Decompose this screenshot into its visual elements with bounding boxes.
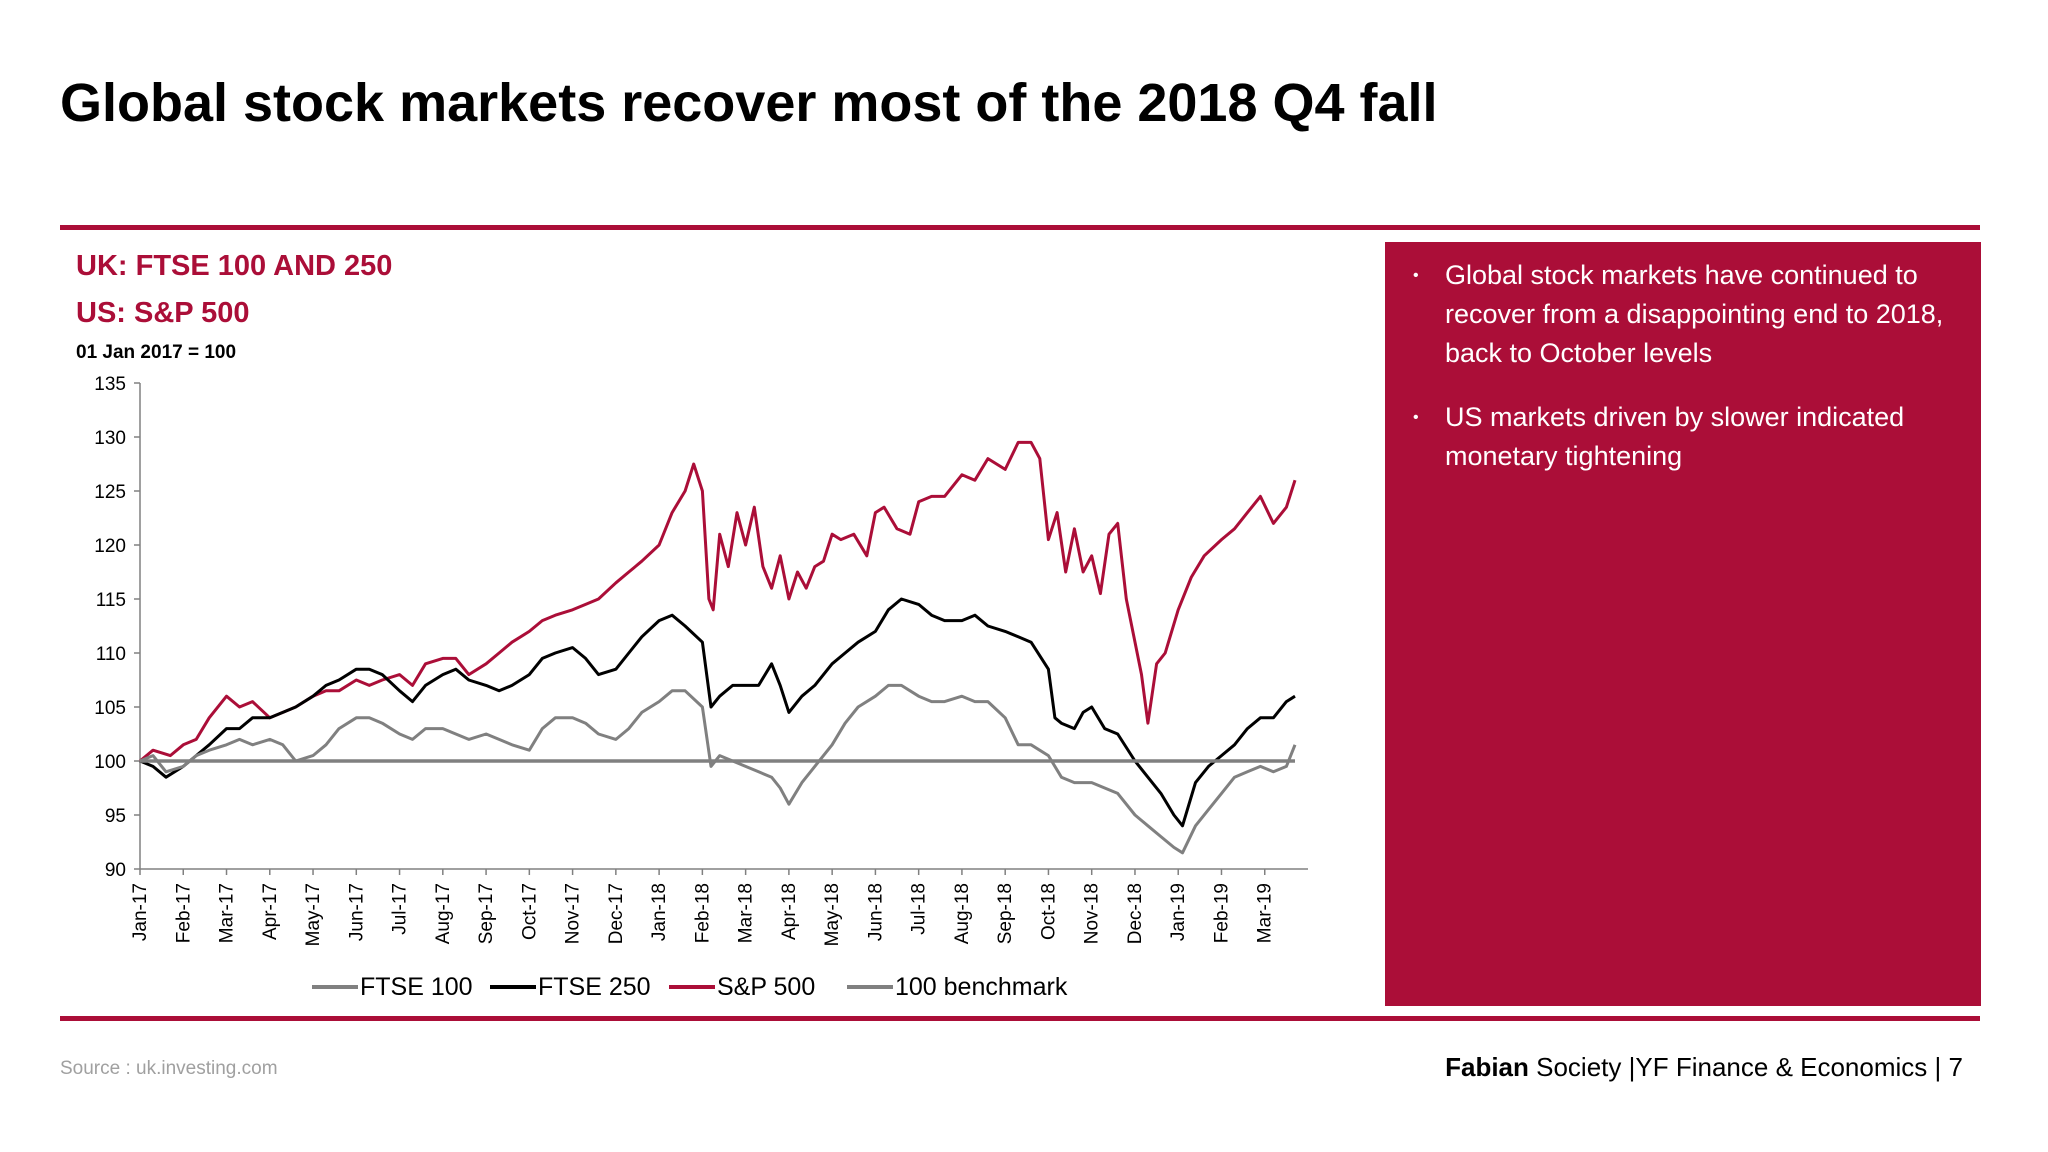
commentary-bullet: • Global stock markets have continued to… — [1413, 256, 1953, 373]
x-tick-label: Dec-17 — [606, 883, 627, 944]
commentary-bullet: • US markets driven by slower indicated … — [1413, 398, 1953, 476]
y-tick-label: 125 — [94, 482, 126, 503]
y-tick-label: 100 — [94, 752, 126, 773]
x-tick-label: Jan-18 — [649, 883, 670, 941]
commentary-text: Global stock markets have continued to r… — [1445, 260, 1944, 368]
x-tick-label: Jul-17 — [390, 883, 411, 935]
x-tick-label: May-18 — [822, 883, 843, 946]
series-line-s-p-500 — [139, 440, 1297, 763]
x-tick-label: Oct-18 — [1038, 883, 1059, 940]
x-tick-label: Apr-18 — [779, 883, 800, 940]
x-tick-label: Feb-19 — [1211, 883, 1232, 943]
series-line-ftse-100 — [139, 683, 1297, 855]
x-tick-label: Apr-17 — [260, 883, 281, 940]
x-tick-label: Feb-18 — [692, 883, 713, 943]
x-tick-label: Nov-18 — [1082, 883, 1103, 944]
x-tick-label: Mar-18 — [736, 883, 757, 943]
y-tick-label: 95 — [105, 806, 126, 827]
y-tick-label: 115 — [96, 590, 126, 611]
x-tick-label: Jan-17 — [130, 883, 151, 941]
x-tick-label: Feb-17 — [173, 883, 194, 943]
page-number: 7 — [1948, 1052, 1963, 1082]
x-tick-label: Sep-18 — [995, 883, 1016, 944]
x-tick-label: Aug-17 — [433, 883, 454, 944]
commentary-list: • Global stock markets have continued to… — [1413, 256, 1953, 476]
commentary-text: US markets driven by slower indicated mo… — [1445, 402, 1905, 471]
y-tick-label: 120 — [94, 536, 126, 557]
index-note: 01 Jan 2017 = 100 — [76, 342, 237, 363]
top-divider — [60, 225, 1980, 230]
footer-brand: Fabian — [1445, 1052, 1529, 1082]
y-tick-label: 90 — [105, 860, 126, 881]
legend-label: FTSE 250 — [538, 973, 651, 1001]
series-line-ftse-250 — [139, 597, 1296, 828]
legend-label: 100 benchmark — [895, 973, 1068, 1001]
x-tick-label: Aug-18 — [952, 883, 973, 944]
x-tick-label: Mar-19 — [1255, 883, 1276, 943]
x-tick-label: Jul-18 — [909, 883, 930, 935]
x-tick-label: Oct-17 — [519, 883, 540, 940]
y-tick-label: 110 — [96, 644, 126, 665]
y-tick-label: 105 — [94, 698, 126, 719]
footer-society: Society — [1528, 1052, 1622, 1082]
source-note: Source : uk.investing.com — [60, 1058, 278, 1079]
footer-dept: |YF Finance & Economics — [1628, 1052, 1928, 1082]
chart-heading-uk: UK: FTSE 100 AND 250 — [76, 250, 393, 282]
x-tick-label: Mar-17 — [217, 883, 238, 943]
x-tick-label: Jun-17 — [346, 883, 367, 941]
stock-index-chart: 90 95 100 105 110 115 120 125 130 135 Jan-17 Feb-17… — [94, 374, 1308, 1001]
bottom-divider — [60, 1016, 1980, 1021]
x-tick-label: Nov-17 — [563, 883, 584, 944]
slide-title: Global stock markets recover most of the… — [60, 73, 1438, 133]
footer: Fabian Society |YF Finance & Economics |… — [1445, 1052, 1963, 1083]
legend-label: FTSE 100 — [360, 973, 473, 1001]
x-tick-label: Jan-19 — [1168, 883, 1189, 941]
x-tick-label: Dec-18 — [1125, 883, 1146, 944]
bullet-dot: • — [1413, 267, 1419, 284]
x-tick-label: May-17 — [303, 883, 324, 946]
y-tick-label: 130 — [94, 428, 126, 449]
y-tick-label: 135 — [94, 374, 126, 395]
chart-heading-us: US: S&P 500 — [76, 297, 250, 329]
commentary-panel: • Global stock markets have continued to… — [1385, 242, 1981, 1006]
x-tick-label: Jun-18 — [865, 883, 886, 941]
footer-separator: | — [1934, 1052, 1942, 1082]
legend-label: S&P 500 — [717, 973, 815, 1001]
x-tick-label: Sep-17 — [476, 883, 497, 944]
bullet-dot: • — [1413, 409, 1419, 426]
